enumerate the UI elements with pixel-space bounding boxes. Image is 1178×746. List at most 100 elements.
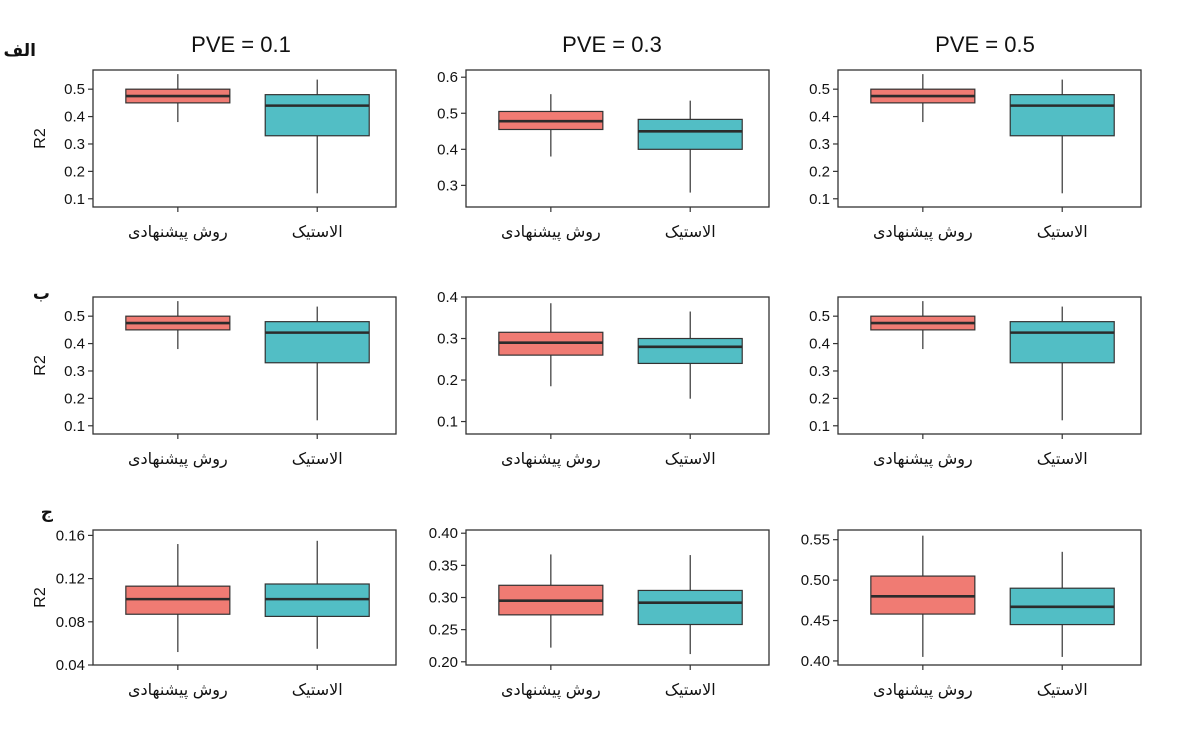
y-tick-label: 0.4	[437, 141, 458, 158]
column-header-pve-0-5: PVE = 0.5	[935, 32, 1035, 57]
y-tick-label: 0.30	[429, 590, 458, 607]
box-proposed: روش پیشنهادی	[870, 301, 976, 469]
x-category-label: روش پیشنهادی	[501, 224, 601, 242]
box-body	[637, 589, 743, 626]
y-tick-label: 0.12	[56, 571, 85, 588]
y-tick-label: 0.1	[437, 414, 458, 431]
panel-r2-c1: 0.1 0.2 0.3 0.4 0.5 R2 روش پیشنهادی الاستیک	[32, 296, 397, 469]
y-tick-label: 0.1	[64, 418, 85, 435]
y-tick-label: 0.4	[809, 336, 830, 353]
y-tick-label: 0.1	[64, 191, 85, 208]
x-category-label: روش پیشنهادی	[128, 682, 228, 700]
y-tick-label: 0.25	[429, 622, 458, 639]
panel-r1-c2: 0.3 0.4 0.5 0.6 روش پیشنهادی الاستیک	[437, 69, 770, 242]
box-elastic: الاستیک	[1009, 306, 1115, 468]
x-category-label: الاستیک	[665, 451, 716, 468]
box-proposed: روش پیشنهادی	[498, 303, 604, 469]
box-proposed: روش پیشنهادی	[125, 544, 231, 700]
y-tick-label: 0.40	[801, 653, 830, 670]
panel-r3-c3: 0.40 0.45 0.50 0.55 روش پیشنهادی الاستیک	[801, 529, 1142, 700]
y-tick-label: 0.5	[809, 81, 830, 98]
box-elastic: الاستیک	[264, 79, 370, 241]
x-category-label: روش پیشنهادی	[128, 224, 228, 242]
y-tick-label: 0.2	[437, 372, 458, 389]
panel-r2-c3: 0.1 0.2 0.3 0.4 0.5 روش پیشنهادی الاستیک	[809, 296, 1142, 469]
x-category-label: روش پیشنهادی	[501, 451, 601, 469]
panel-r3-c1: 0.04 0.08 0.12 0.16 R2 روش پیشنهادی الاستیک	[32, 527, 397, 700]
y-tick-label: 0.1	[809, 418, 830, 435]
y-tick-label: 0.4	[809, 109, 830, 126]
y-tick-label: 0.4	[64, 109, 85, 126]
y-tick-label: 0.5	[64, 308, 85, 325]
y-tick-label: 0.20	[429, 654, 458, 671]
y-tick-label: 0.55	[801, 532, 830, 549]
y-tick-label: 0.2	[64, 163, 85, 180]
y-tick-label: 0.04	[56, 657, 85, 674]
x-category-label: روش پیشنهادی	[873, 224, 973, 242]
box-body	[637, 118, 743, 150]
y-tick-label: 0.2	[809, 163, 830, 180]
y-tick-label: 0.3	[809, 363, 830, 380]
box-elastic: الاستیک	[637, 100, 743, 241]
box-proposed: روش پیشنهادی	[870, 74, 976, 242]
box-proposed: روش پیشنهادی	[125, 74, 231, 242]
box-elastic: الاستیک	[264, 306, 370, 468]
box-elastic: الاستیک	[637, 555, 743, 699]
x-category-label: روش پیشنهادی	[128, 451, 228, 469]
box-proposed: روش پیشنهادی	[870, 535, 976, 700]
box-elastic: الاستیک	[637, 311, 743, 468]
x-category-label: الاستیک	[665, 224, 716, 241]
x-category-label: روش پیشنهادی	[873, 451, 973, 469]
box-elastic: الاستیک	[264, 540, 370, 699]
y-tick-label: 0.3	[809, 136, 830, 153]
y-tick-label: 0.35	[429, 557, 458, 574]
y-tick-label: 0.16	[56, 527, 85, 544]
y-tick-label: 0.2	[809, 390, 830, 407]
box-body	[264, 321, 370, 364]
y-axis-label: R2	[32, 355, 49, 376]
y-tick-label: 0.2	[64, 390, 85, 407]
y-tick-label: 0.45	[801, 613, 830, 630]
column-header-pve-0-3: PVE = 0.3	[562, 32, 662, 57]
y-tick-label: 0.08	[56, 614, 85, 631]
y-tick-label: 0.3	[64, 363, 85, 380]
row-label-be: ب	[33, 284, 50, 303]
y-tick-label: 0.4	[64, 336, 85, 353]
box-body	[637, 337, 743, 365]
x-category-label: الاستیک	[292, 224, 343, 241]
y-tick-label: 0.4	[437, 289, 458, 306]
row-label-alef: الف	[4, 41, 36, 60]
y-tick-label: 0.3	[64, 136, 85, 153]
box-elastic: الاستیک	[1009, 79, 1115, 241]
box-proposed: روش پیشنهادی	[125, 301, 231, 469]
x-category-label: الاستیک	[1037, 682, 1088, 699]
box-body	[1009, 94, 1115, 137]
y-tick-label: 0.50	[801, 572, 830, 589]
x-category-label: الاستیک	[665, 682, 716, 699]
panel-r3-c2: 0.20 0.25 0.30 0.35 0.40 روش پیشنهادی الاستیک	[429, 525, 770, 700]
panel-r2-c2: 0.1 0.2 0.3 0.4 روش پیشنهادی الاستیک	[437, 289, 770, 469]
y-tick-label: 0.5	[437, 105, 458, 122]
y-tick-label: 0.6	[437, 69, 458, 86]
box-proposed: روش پیشنهادی	[498, 554, 604, 700]
y-tick-label: 0.40	[429, 525, 458, 542]
x-category-label: روش پیشنهادی	[873, 682, 973, 700]
y-tick-label: 0.3	[437, 177, 458, 194]
x-category-label: روش پیشنهادی	[501, 682, 601, 700]
y-tick-label: 0.3	[437, 331, 458, 348]
box-elastic: الاستیک	[1009, 551, 1115, 699]
x-category-label: الاستیک	[1037, 224, 1088, 241]
row-label-jim: ج	[41, 503, 54, 523]
panel-frame	[465, 296, 770, 435]
y-tick-label: 0.5	[64, 81, 85, 98]
panel-r1-c1: 0.1 0.2 0.3 0.4 0.5 R2 روش پیشنهادی الاستیک	[32, 69, 397, 242]
y-axis-label: R2	[32, 128, 49, 149]
box-body	[264, 94, 370, 137]
box-body	[1009, 321, 1115, 364]
y-tick-label: 0.1	[809, 191, 830, 208]
x-category-label: الاستیک	[292, 451, 343, 468]
x-category-label: الاستیک	[1037, 451, 1088, 468]
box-proposed: روش پیشنهادی	[498, 94, 604, 242]
